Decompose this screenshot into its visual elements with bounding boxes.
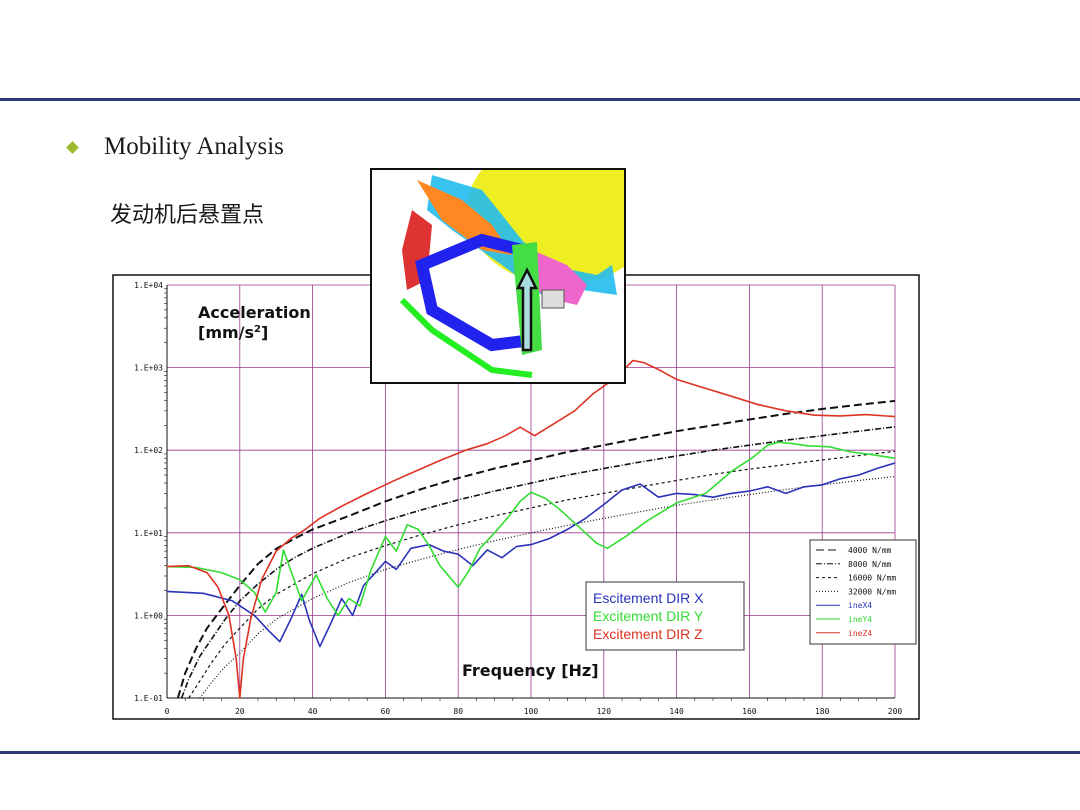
- x-tick-label: 180: [815, 707, 830, 716]
- frame-blue-shape: [427, 175, 617, 295]
- legend-stiffness-label: ineY4: [848, 615, 872, 624]
- y-tick-label: 1.E+03: [134, 364, 163, 373]
- series-line-8000-n-mm: [180, 426, 896, 699]
- y-tick-label: 1.E+02: [134, 446, 163, 455]
- y-tick-label: 1.E+00: [134, 611, 163, 620]
- series-line-inez4: [166, 359, 896, 699]
- legend-excitement-label: Escitement DIR X: [593, 590, 704, 606]
- series-line-iney4: [166, 441, 896, 617]
- legend-stiffness-label: 8000 N/mm: [848, 560, 892, 569]
- x-tick-label: 140: [669, 707, 684, 716]
- engine-mount-model-icon: [372, 170, 624, 382]
- y-axis-unit-sup: 2: [254, 324, 261, 335]
- series-line-32000-n-mm: [199, 475, 896, 699]
- x-axis-label: Frequency [Hz]: [462, 661, 599, 680]
- bottom-rule: [0, 751, 1080, 754]
- legend-excitement-label: Excitement DIR Z: [593, 626, 703, 642]
- mount-pink-shape: [522, 250, 587, 305]
- x-tick-label: 120: [597, 707, 612, 716]
- legend-stiffness-label: ineX4: [848, 601, 872, 610]
- legend-excitement: Escitement DIR X Excitement DIR Y Exciteme…: [585, 581, 745, 651]
- slide-heading: Mobility Analysis: [104, 133, 284, 160]
- y-axis-label: Acceleration: [198, 303, 311, 322]
- x-tick-label: 60: [381, 707, 391, 716]
- diamond-bullet-icon: [66, 141, 79, 154]
- legend-stiffness-label: 32000 N/mm: [848, 587, 896, 596]
- y-tick-label: 1.E+01: [134, 529, 163, 538]
- y-axis-unit: [mm/s2]: [198, 323, 268, 342]
- y-axis-unit-text: [mm/s: [198, 323, 254, 342]
- excitement-arrow-icon: [515, 267, 539, 352]
- engine-mount-inset-image: [370, 168, 626, 384]
- legend-stiffness: 4000 N/mm 8000 N/mm 16000 N/mm 32000 N/mm in…: [809, 539, 917, 645]
- y-tick-label: 1.E-01: [134, 694, 163, 703]
- x-tick-label: 160: [742, 707, 757, 716]
- y-tick-label: 1.E+04: [134, 281, 163, 290]
- series-group: [166, 359, 896, 699]
- legend-stiffness-label: ineZ4: [848, 629, 872, 638]
- series-line-inex4: [166, 462, 896, 648]
- legend-stiffness-label: 16000 N/mm: [848, 574, 896, 583]
- legend-stiffness-box: [809, 539, 917, 645]
- legend-excitement-box: [585, 581, 745, 651]
- mount-block-shape: [541, 289, 565, 309]
- ticks: 0 20 40 60 80 100 120 140 160 180 200 1.E+04 1.E+03 1…: [134, 281, 902, 716]
- x-tick-label: 200: [888, 707, 903, 716]
- x-tick-label: 20: [235, 707, 245, 716]
- top-rule: [0, 98, 1080, 101]
- legend-excitement-label: Excitement DIR Y: [593, 608, 704, 624]
- legend-stiffness-label: 4000 N/mm: [848, 546, 892, 555]
- x-tick-label: 100: [524, 707, 539, 716]
- x-tick-label: 80: [453, 707, 463, 716]
- x-tick-label: 0: [165, 707, 170, 716]
- slide-subheading: 发动机后悬置点: [110, 203, 265, 228]
- y-axis-unit-close: ]: [261, 323, 268, 342]
- series-line-16000-n-mm: [188, 450, 896, 699]
- beam-green-shape: [399, 297, 533, 378]
- x-tick-label: 40: [308, 707, 318, 716]
